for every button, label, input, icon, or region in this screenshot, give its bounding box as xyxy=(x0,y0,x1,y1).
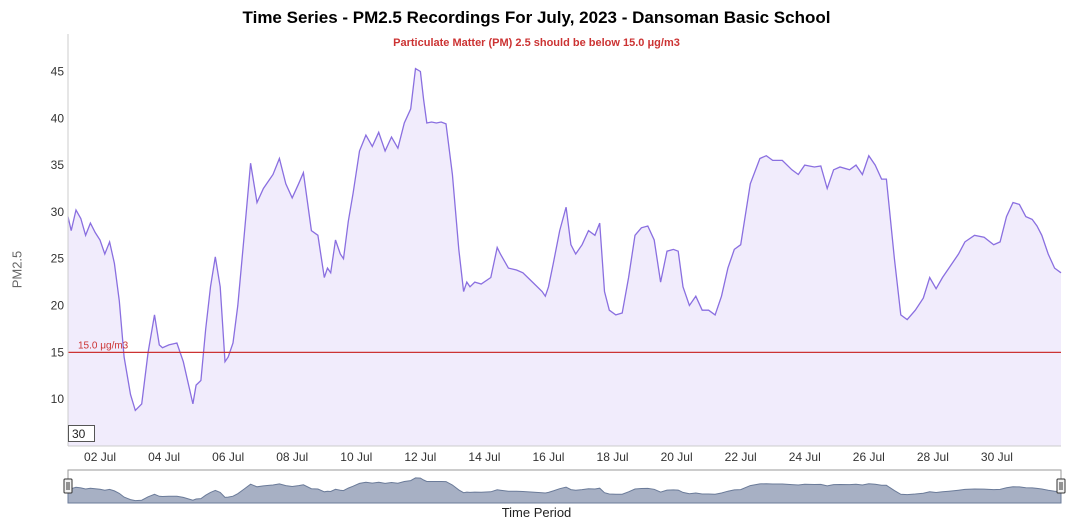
range-selector-input[interactable]: 30 xyxy=(68,425,95,442)
x-tick-label: 06 Jul xyxy=(212,450,244,464)
chart-title: Time Series - PM2.5 Recordings For July,… xyxy=(242,8,831,27)
x-tick-label: 04 Jul xyxy=(148,450,180,464)
y-tick-label: 35 xyxy=(51,158,65,172)
y-tick-label: 30 xyxy=(51,205,65,219)
x-tick-label: 20 Jul xyxy=(661,450,693,464)
y-tick-label: 25 xyxy=(51,252,65,266)
navigator-handle-right[interactable] xyxy=(1056,478,1066,494)
threshold-label: 15.0 μg/m3 xyxy=(78,340,129,351)
y-tick-label: 45 xyxy=(51,64,65,78)
x-tick-label: 26 Jul xyxy=(853,450,885,464)
series-area xyxy=(68,68,1061,446)
x-tick-label: 02 Jul xyxy=(84,450,116,464)
x-tick-label: 16 Jul xyxy=(532,450,564,464)
x-tick-label: 22 Jul xyxy=(725,450,757,464)
axes: 10 15 20 25 30 35 40 45 02 Jul 04 Jul 06 Jul 08 Jul… xyxy=(51,34,1061,464)
y-tick-label: 15 xyxy=(51,345,65,359)
navigator-handle-left[interactable] xyxy=(63,478,73,494)
navigator[interactable] xyxy=(63,469,1066,504)
x-tick-label: 12 Jul xyxy=(404,450,436,464)
x-axis-label: Time Period xyxy=(501,505,572,520)
x-tick-label: 30 Jul xyxy=(981,450,1013,464)
x-tick-label: 28 Jul xyxy=(917,450,949,464)
y-tick-label: 40 xyxy=(51,111,65,125)
chart-subtitle: Particulate Matter (PM) 2.5 should be be… xyxy=(393,37,680,49)
x-tick-label: 08 Jul xyxy=(276,450,308,464)
x-tick-label: 14 Jul xyxy=(468,450,500,464)
navigator-series xyxy=(67,477,1062,504)
x-tick-label: 10 Jul xyxy=(340,450,372,464)
x-tick-label: 18 Jul xyxy=(597,450,629,464)
series-line xyxy=(67,67,1062,412)
plot-area: 15.0 μg/m3 xyxy=(67,67,1062,446)
y-tick-label: 20 xyxy=(51,299,65,313)
x-tick-label: 24 Jul xyxy=(789,450,821,464)
y-tick-label: 10 xyxy=(51,392,65,406)
